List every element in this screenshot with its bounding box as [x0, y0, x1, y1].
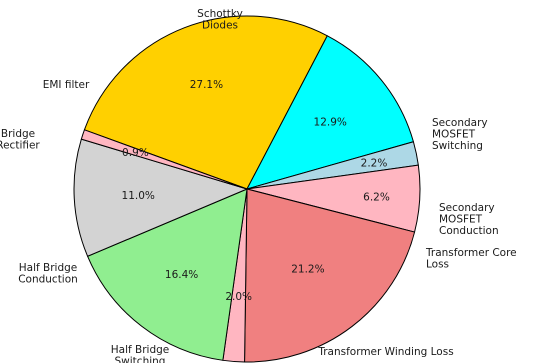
percent-label-bridge-rectifier: 11.0% [122, 190, 155, 202]
slice-transformer-winding-loss [244, 188, 416, 363]
category-label-transformer-core-loss: Transformer Core Loss [425, 247, 517, 271]
category-label-half-bridge-switching: Half Bridge Switching [111, 344, 170, 363]
category-label-bridge-rectifier: Bridge Rectifier [0, 128, 40, 152]
percent-label-transformer-winding-loss: 21.2% [291, 264, 324, 276]
category-label-transformer-winding-loss: Transformer Winding Loss [317, 346, 453, 358]
slice-secondary-mosfet-switching [246, 35, 414, 190]
percent-label-half-bridge-conduction: 16.4% [165, 269, 198, 281]
category-labels: Schottky Diodes Secondary MOSFET Switching Se… [0, 8, 517, 363]
slice-bridge-rectifier [73, 138, 248, 257]
percent-label-emi-filter: 0.9% [122, 147, 149, 159]
percent-label-secondary-mosfet-switching: 12.9% [314, 116, 347, 128]
percent-label-transformer-core-loss: 6.2% [363, 191, 390, 203]
category-label-schottky-diodes: Schottky Diodes [197, 8, 243, 32]
percent-label-schottky-diodes: 27.1% [190, 79, 223, 91]
percent-label-half-bridge-switching: 2.0% [225, 291, 252, 303]
slice-half-bridge-conduction [87, 188, 248, 361]
category-label-half-bridge-conduction: Half Bridge Conduction [18, 262, 78, 286]
percent-labels: 27.1% 12.9% 2.2% 6.2% 21.2% 2.0% 16.4% 11.0% 0.9… [122, 79, 390, 303]
category-label-emi-filter: EMI filter [43, 79, 90, 91]
percent-label-secondary-mosfet-conduction: 2.2% [361, 157, 388, 169]
category-label-secondary-mosfet-switching: Secondary MOSFET Switching [432, 117, 488, 152]
category-label-secondary-mosfet-conduction: Secondary MOSFET Conduction [439, 202, 499, 237]
slice-schottky-diodes [83, 15, 328, 190]
slice-emi-filter [80, 129, 248, 190]
pie-slices [73, 15, 421, 363]
